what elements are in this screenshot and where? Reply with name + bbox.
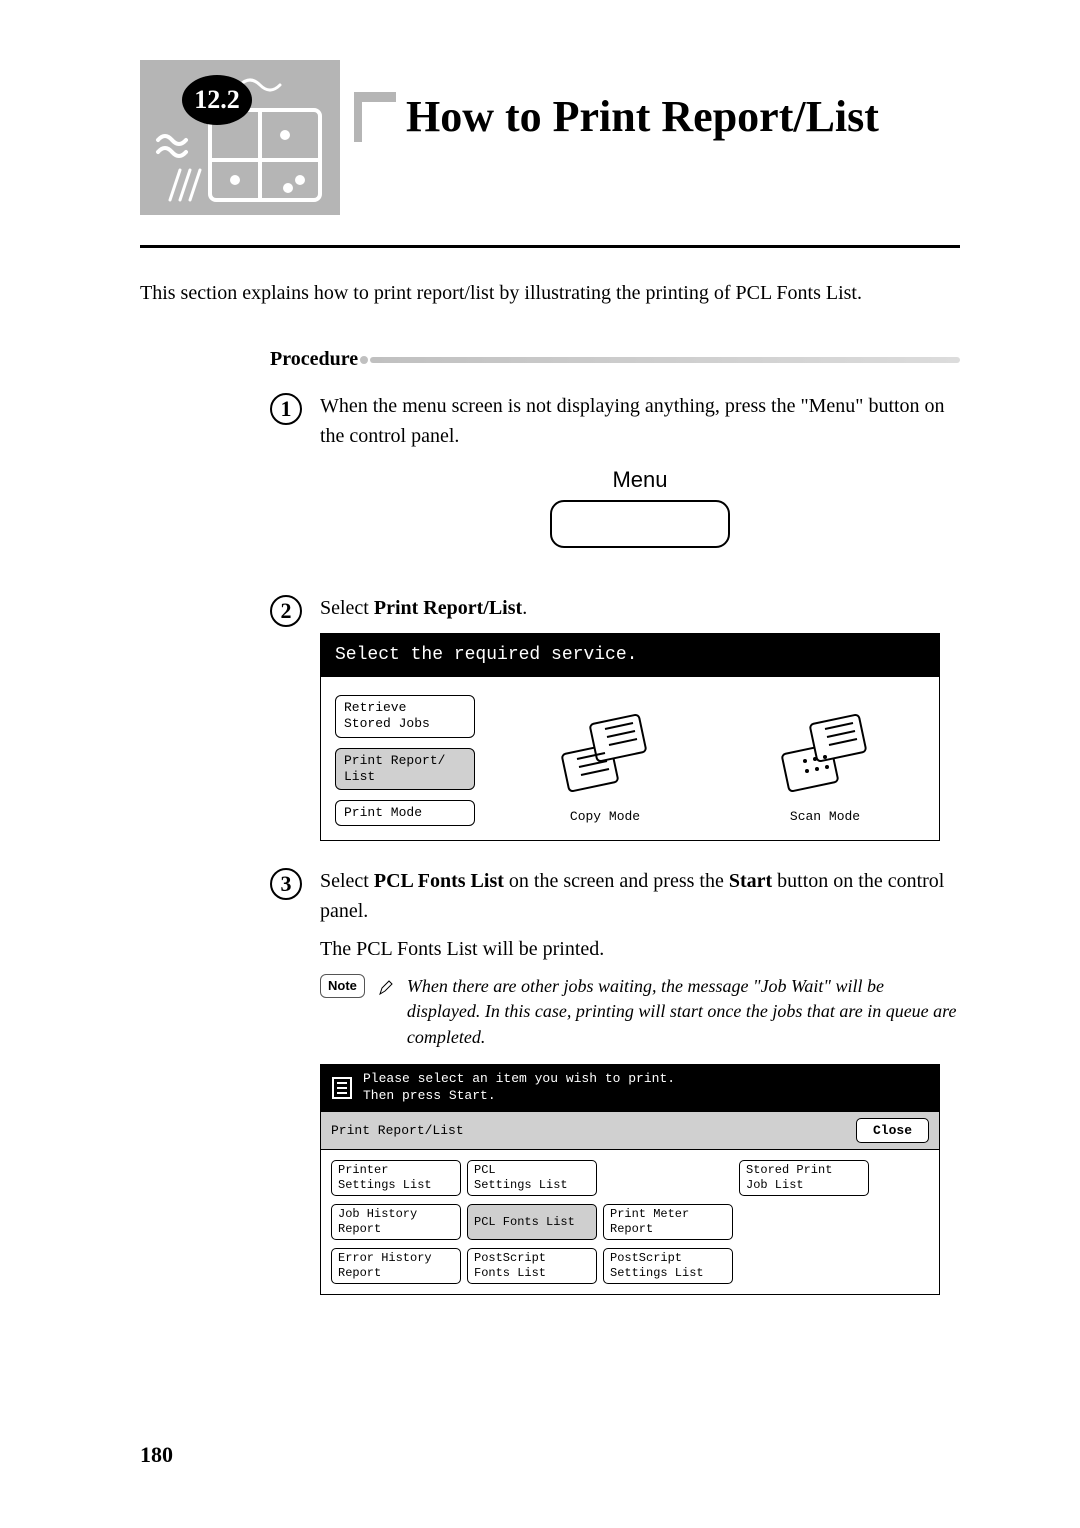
chapter-header: 12.2 How to Print Report/List — [140, 60, 960, 215]
report-option-button[interactable]: Stored PrintJob List — [739, 1160, 869, 1196]
step-1-text: When the menu screen is not displaying a… — [320, 391, 960, 451]
pencil-icon — [377, 976, 395, 994]
close-button[interactable]: Close — [856, 1118, 929, 1144]
report-option-button[interactable]: PostScriptSettings List — [603, 1248, 733, 1284]
print-report-instr1: Please select an item you wish to print. — [363, 1071, 675, 1086]
step-3: 3 Select PCL Fonts List on the screen an… — [270, 866, 960, 1295]
procedure-line — [370, 357, 960, 363]
section-number-badge: 12.2 — [182, 75, 252, 125]
list-icon — [331, 1076, 353, 1100]
step-1: 1 When the menu screen is not displaying… — [270, 391, 960, 568]
report-option-button[interactable]: Job HistoryReport — [331, 1204, 461, 1240]
print-report-header: Please select an item you wish to print.… — [321, 1065, 939, 1111]
service-button[interactable]: Print Mode — [335, 800, 475, 826]
intro-text: This section explains how to print repor… — [140, 278, 960, 308]
print-report-bar: Print Report/List Close — [321, 1111, 939, 1151]
title-flag-icon — [350, 88, 400, 146]
service-button[interactable]: Print Report/List — [335, 748, 475, 791]
print-report-instr2: Then press Start. — [363, 1088, 496, 1103]
step-2-prefix: Select — [320, 597, 374, 619]
note-badge: Note — [320, 974, 365, 998]
step-number-3: 3 — [270, 868, 302, 900]
print-report-bar-label: Print Report/List — [331, 1121, 464, 1141]
copy-mode-column: Copy Mode — [515, 695, 695, 826]
step-3-line2: The PCL Fonts List will be printed. — [320, 934, 960, 964]
step-number-2: 2 — [270, 595, 302, 627]
step-2: 2 Select Print Report/List. Select the r… — [270, 593, 960, 841]
menu-button-shape — [550, 500, 730, 548]
report-option-button[interactable]: PCLSettings List — [467, 1160, 597, 1196]
service-screen-header: Select the required service. — [321, 634, 939, 677]
step-number-1: 1 — [270, 393, 302, 425]
step-3-line1: Select PCL Fonts List on the screen and … — [320, 866, 960, 926]
page-title: How to Print Report/List — [406, 95, 879, 139]
service-button[interactable]: RetrieveStored Jobs — [335, 695, 475, 738]
header-rule — [140, 245, 960, 248]
scan-mode-column: Scan Mode — [735, 695, 915, 826]
report-option-button[interactable]: Print MeterReport — [603, 1204, 733, 1240]
header-graphic: 12.2 — [140, 60, 340, 215]
step-2-suffix: . — [522, 597, 527, 619]
scan-mode-icon — [775, 709, 875, 799]
scan-mode-label: Scan Mode — [790, 807, 860, 827]
step-2-text: Select Print Report/List. — [320, 593, 960, 623]
menu-button-figure: Menu — [550, 463, 730, 548]
note-row: Note When there are other jobs waiting, … — [320, 974, 960, 1050]
procedure-heading: Procedure — [270, 348, 960, 371]
note-text: When there are other jobs waiting, the m… — [407, 974, 960, 1050]
service-select-screen: Select the required service. RetrieveSto… — [320, 633, 940, 841]
page-number: 180 — [140, 1442, 173, 1468]
copy-mode-label: Copy Mode — [570, 807, 640, 827]
print-report-screen: Please select an item you wish to print.… — [320, 1064, 940, 1295]
report-option-button[interactable]: PrinterSettings List — [331, 1160, 461, 1196]
copy-mode-icon — [555, 709, 655, 799]
report-option-button[interactable]: Error HistoryReport — [331, 1248, 461, 1284]
report-option-button[interactable]: PostScriptFonts List — [467, 1248, 597, 1284]
report-option-button[interactable]: PCL Fonts List — [467, 1204, 597, 1240]
menu-button-label: Menu — [550, 463, 730, 496]
procedure-label: Procedure — [270, 348, 358, 371]
step-2-bold: Print Report/List — [374, 597, 522, 619]
